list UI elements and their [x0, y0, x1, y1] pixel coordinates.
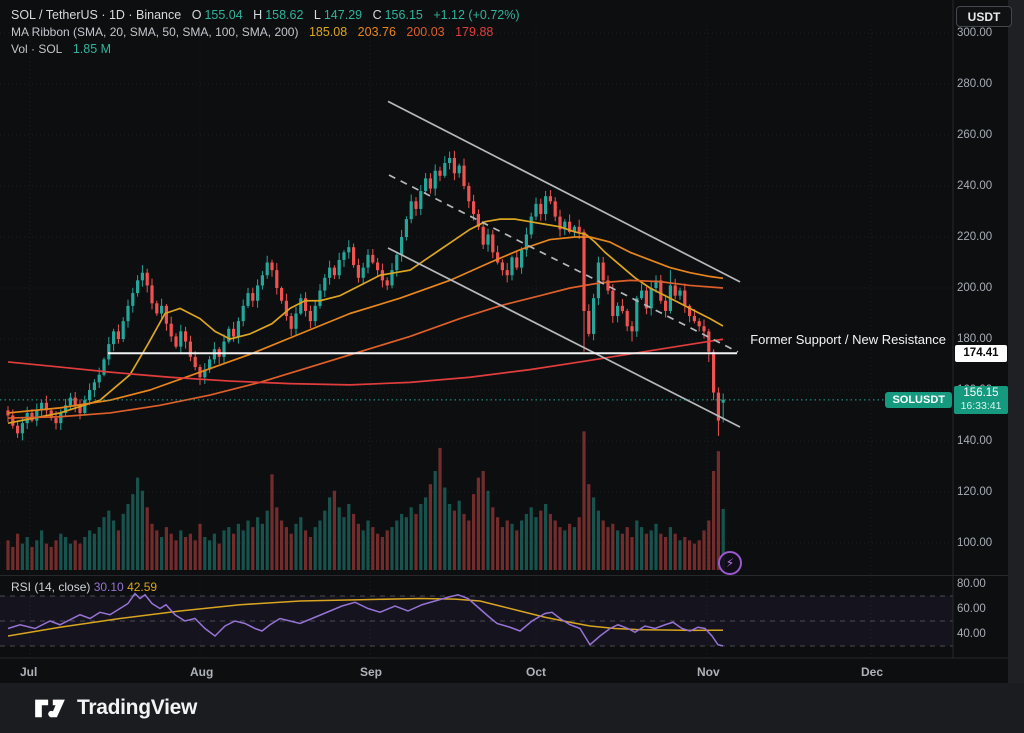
month-label-oct[interactable]: Oct [526, 665, 547, 679]
low-label: L [313, 8, 321, 22]
rsi-ma-value: 42.59 [127, 580, 158, 594]
month-label-jul[interactable]: Jul [20, 665, 38, 679]
rsi-tick-80: 80.00 [957, 577, 986, 590]
price-tick-100: 100.00 [957, 537, 993, 549]
price-tick-280: 280.00 [957, 78, 993, 90]
right-scroll-strip[interactable] [1008, 0, 1024, 733]
volume-label[interactable]: Vol · SOL [11, 42, 63, 56]
open-label: O [191, 8, 202, 22]
sma20-line [7, 218, 724, 424]
volume-value: 1.85 M [72, 42, 112, 56]
sma50-line [7, 236, 724, 414]
resistance-annotation-text: Former Support / New Resistance [750, 332, 946, 348]
last-price-value: 156.15 [963, 387, 999, 400]
low-value: 147.29 [323, 8, 363, 22]
volume-bars [6, 431, 725, 570]
high-value: 158.62 [265, 8, 304, 22]
lightning-icon[interactable]: ⚡ [718, 551, 742, 575]
lightning-glyph: ⚡ [725, 556, 735, 570]
close-value: 156.15 [384, 8, 423, 22]
month-label-dec[interactable]: Dec [861, 665, 884, 679]
price-tick-240: 240.00 [957, 180, 993, 192]
sma200-line [7, 338, 724, 386]
month-label-nov[interactable]: Nov [697, 665, 720, 679]
symbol-title[interactable]: SOL / TetherUS · 1D · Binance [11, 8, 182, 22]
high-label: H [253, 8, 263, 22]
price-tick-260: 260.00 [957, 129, 993, 141]
symbol-price-flag: SOLUSDT [885, 391, 952, 408]
open-value: 155.04 [204, 8, 243, 22]
sma100-value: 200.03 [406, 25, 445, 39]
currency-toggle-button[interactable]: USDT [956, 6, 1012, 27]
rsi-line [7, 592, 724, 647]
rsi-pane [0, 592, 953, 647]
rsi-value: 30.10 [93, 580, 124, 594]
ma-ribbon-lines [7, 218, 724, 424]
trendlines [387, 100, 741, 428]
sma100-line [7, 279, 724, 419]
close-label: C [372, 8, 382, 22]
price-tick-120: 120.00 [957, 486, 993, 498]
last-price-tag: 156.15 16:33:41 [954, 386, 1008, 415]
sma50-value: 203.76 [357, 25, 396, 39]
price-tick-180: 180.00 [957, 333, 993, 345]
rsi-legend: RSI (14, close) 30.10 42.59 [11, 580, 157, 594]
volume-legend-row[interactable]: Vol · SOL 1.85 M [11, 41, 520, 57]
rsi-label[interactable]: RSI (14, close) [11, 580, 91, 594]
pane-borders [0, 0, 1008, 659]
price-tick-300: 300.00 [957, 27, 993, 39]
resistance-price-tag: 174.41 [955, 344, 1007, 362]
price-chart-canvas[interactable] [0, 0, 1008, 683]
rsi-tick-40: 40.00 [957, 627, 986, 640]
price-tick-220: 220.00 [957, 231, 993, 243]
rsi-ma-line [7, 597, 724, 637]
ma-ribbon-label[interactable]: MA Ribbon (SMA, 20, SMA, 50, SMA, 100, S… [11, 25, 299, 39]
candlesticks [6, 150, 725, 441]
ma-ribbon-legend-row[interactable]: MA Ribbon (SMA, 20, SMA, 50, SMA, 100, S… [11, 24, 520, 40]
sma20-value: 185.08 [308, 25, 348, 39]
price-tick-200: 200.00 [957, 282, 993, 294]
grid-lines [0, 25, 953, 658]
month-label-sep[interactable]: Sep [360, 665, 383, 679]
footer-bar: TradingView [0, 683, 1024, 733]
tradingview-logo-icon[interactable] [33, 695, 67, 721]
bar-countdown: 16:33:41 [960, 400, 1002, 413]
rsi-tick-60: 60.00 [957, 602, 986, 615]
change-value: +1.12 (+0.72%) [433, 8, 520, 22]
price-tick-140: 140.00 [957, 435, 993, 447]
sma200-value: 179.88 [455, 25, 494, 39]
tradingview-wordmark[interactable]: TradingView [77, 696, 198, 719]
month-label-aug[interactable]: Aug [190, 665, 214, 679]
